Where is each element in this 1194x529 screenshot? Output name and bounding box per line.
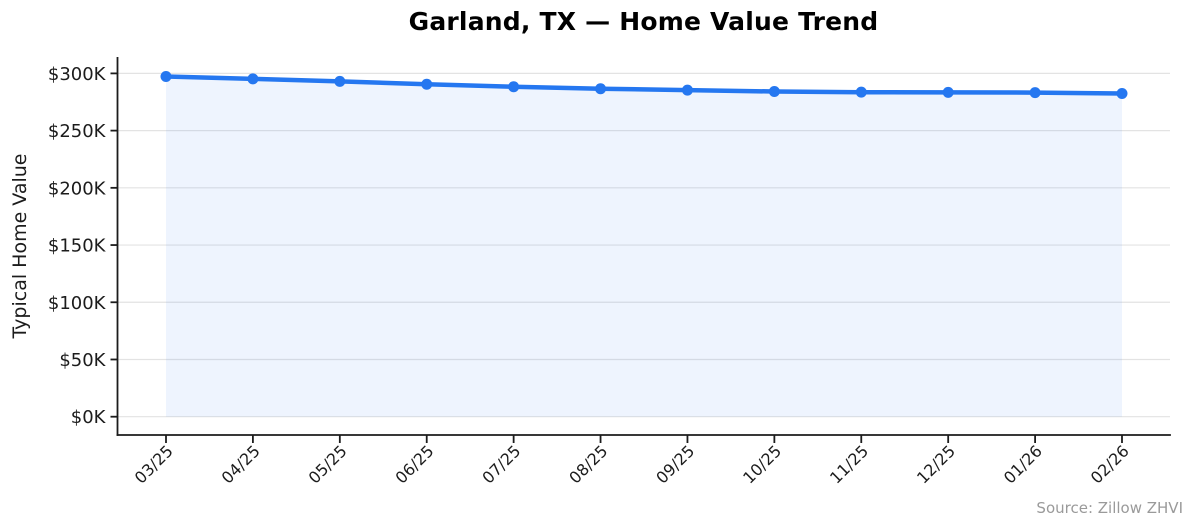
- x-tick-label: 08/25: [565, 441, 611, 487]
- x-tick-label: 11/25: [826, 441, 872, 487]
- data-point-marker: [942, 86, 954, 98]
- data-point-marker: [160, 70, 172, 82]
- area-fill-layer: [166, 76, 1122, 417]
- y-tick-label: $300K: [48, 64, 107, 85]
- y-axis-ticks-layer: $0K $50K $100K $150K $200K $250K $300K: [48, 64, 118, 428]
- data-point-marker: [1116, 88, 1128, 100]
- gridlines-layer: [117, 72, 1170, 418]
- x-tick-label: 12/25: [913, 441, 959, 487]
- area-fill: [166, 76, 1122, 417]
- data-point-marker: [855, 86, 867, 98]
- y-tick-label: $0K: [71, 407, 107, 428]
- data-point-marker: [768, 85, 780, 97]
- x-tick-label: 01/26: [1000, 441, 1046, 487]
- x-tick-label: 07/25: [478, 441, 524, 487]
- y-tick-label: $250K: [48, 121, 107, 142]
- data-point-marker: [421, 78, 433, 90]
- y-tick-label: $50K: [59, 350, 106, 371]
- x-tick-label: 09/25: [652, 441, 698, 487]
- chart-title: Garland, TX — Home Value Trend: [408, 7, 879, 36]
- data-point-marker: [247, 73, 259, 85]
- data-point-marker: [334, 75, 346, 87]
- trend-line: [163, 74, 1125, 96]
- x-tick-label: 10/25: [739, 441, 785, 487]
- y-tick-label: $200K: [48, 178, 107, 199]
- source-note: Source: Zillow ZHVI: [1036, 499, 1183, 517]
- x-tick-label: 03/25: [131, 441, 177, 487]
- data-point-marker: [508, 81, 520, 93]
- y-tick-label: $150K: [48, 236, 107, 257]
- trend-line-layer: [163, 74, 1125, 96]
- x-tick-label: 04/25: [218, 441, 264, 487]
- x-axis-ticks-layer: 03/25 04/25 05/25 06/25 07/25 08/25 09/25 10/25…: [131, 435, 1133, 487]
- data-point-marker: [595, 83, 607, 95]
- x-tick-label: 02/26: [1087, 441, 1133, 487]
- data-point-marker: [1029, 87, 1041, 99]
- x-tick-label: 05/25: [305, 441, 351, 487]
- x-tick-label: 06/25: [392, 441, 438, 487]
- axes-layer: [116, 57, 1171, 436]
- data-point-markers-layer: [160, 70, 1128, 100]
- data-point-marker: [681, 84, 693, 96]
- y-tick-label: $100K: [48, 293, 107, 314]
